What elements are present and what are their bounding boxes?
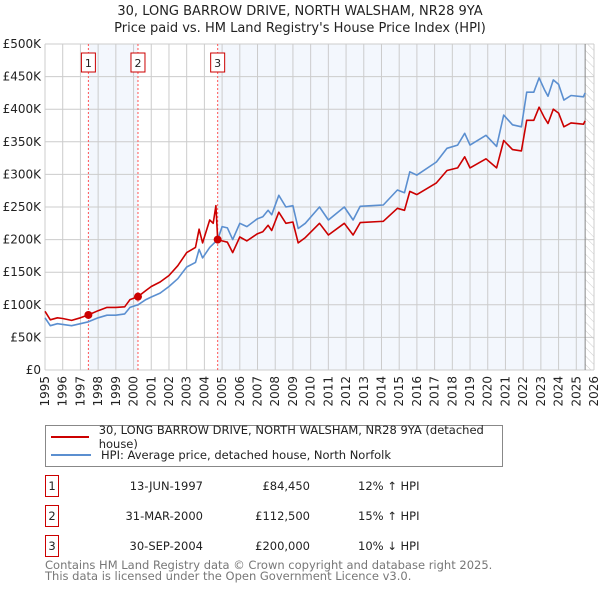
y-tick-label: £100K [3, 298, 43, 312]
x-tick-label: 1998 [91, 376, 105, 407]
x-tick-label: 2020 [481, 376, 495, 407]
footer-copyright: Contains HM Land Registry data © Crown c… [45, 558, 493, 572]
y-tick-label: £200K [3, 233, 43, 247]
x-tick-label: 2000 [127, 376, 141, 407]
y-tick-label: £150K [3, 265, 43, 279]
sale-hpi-diff: 15% ↑ HPI [358, 509, 420, 523]
x-tick-label: 1996 [56, 376, 70, 407]
sale-label-box [80, 52, 96, 73]
y-tick-label: £500K [3, 37, 43, 51]
sale-price: £200,000 [255, 539, 310, 553]
legend: 30, LONG BARROW DRIVE, NORTH WALSHAM, NR… [45, 423, 503, 467]
x-tick-label: 2012 [339, 376, 353, 407]
legend-item-hpi: HPI: Average price, detached house, Nort… [51, 447, 391, 463]
legend-label: 30, LONG BARROW DRIVE, NORTH WALSHAM, NR… [98, 423, 484, 451]
x-tick-label: 2018 [445, 376, 459, 407]
sale-hpi-diff: 10% ↓ HPI [358, 539, 420, 553]
sale-marker-badge: 2 [45, 505, 59, 527]
x-tick-label: 2014 [374, 376, 388, 407]
sale-label-box [130, 52, 146, 73]
x-tick-label: 2008 [268, 376, 282, 407]
y-tick-label: £350K [3, 135, 43, 149]
sale-marker-badge: 3 [45, 535, 59, 557]
sale-point [133, 292, 142, 301]
chart-title: 30, LONG BARROW DRIVE, NORTH WALSHAM, NR… [117, 4, 483, 19]
x-tick-label: 2023 [534, 376, 548, 407]
legend-item-property: 30, LONG BARROW DRIVE, NORTH WALSHAM, NR… [51, 423, 502, 451]
x-tick-label: 2017 [428, 376, 442, 407]
y-tick-label: £50K [10, 330, 42, 344]
x-tick-label: 1995 [38, 376, 52, 407]
sale-label-box [210, 52, 226, 73]
y-tick-label: £250K [3, 200, 43, 214]
x-tick-label: 2026 [587, 376, 600, 407]
x-tick-label: 2002 [162, 376, 176, 407]
x-tick-label: 2004 [197, 376, 211, 407]
x-tick-label: 2007 [251, 376, 265, 407]
x-tick-label: 2015 [392, 376, 406, 407]
y-tick-label: £400K [3, 102, 43, 116]
sale-point [84, 310, 93, 319]
x-tick-label: 2005 [215, 376, 229, 407]
x-tick-label: 2025 [569, 376, 583, 407]
y-tick-label: £0 [26, 363, 41, 377]
x-tick-label: 2009 [286, 376, 300, 407]
x-tick-label: 2024 [552, 376, 566, 407]
y-tick-label: £450K [3, 70, 43, 84]
legend-swatch-red [51, 436, 89, 438]
series-line [44, 77, 586, 327]
sale-label: 2 [134, 57, 141, 70]
y-tick-label: £300K [3, 167, 43, 181]
x-tick-label: 2021 [498, 376, 512, 407]
x-tick-label: 2010 [304, 376, 318, 407]
x-tick-label: 2016 [410, 376, 424, 407]
legend-swatch-blue [51, 454, 91, 456]
sale-label: 3 [214, 57, 221, 70]
chart-subtitle: Price paid vs. HM Land Registry's House … [114, 21, 486, 36]
plot-area: £0 £50K £100K £150K £200K £250K £300K £350K £400… [3, 37, 600, 407]
sale-price: £112,500 [255, 509, 310, 523]
x-tick-label: 2003 [180, 376, 194, 407]
x-tick-label: 2001 [144, 376, 158, 407]
x-tick-label: 2019 [463, 376, 477, 407]
legend-label: HPI: Average price, detached house, Nort… [101, 448, 392, 462]
x-tick-label: 2006 [233, 376, 247, 407]
x-tick-label: 2011 [321, 376, 335, 407]
sale-hpi-diff: 12% ↑ HPI [358, 479, 420, 493]
x-tick-label: 2013 [357, 376, 371, 407]
sale-marker-badge: 1 [45, 475, 59, 497]
footer-licence: This data is licensed under the Open Gov… [45, 569, 412, 583]
sale-date: 30-SEP-2004 [129, 539, 203, 553]
sale-date: 13-JUN-1997 [129, 479, 203, 493]
sale-point [213, 235, 222, 244]
sale-label: 1 [85, 57, 92, 70]
x-tick-label: 2022 [516, 376, 530, 407]
x-tick-label: 1999 [109, 376, 123, 407]
sale-price: £84,450 [262, 479, 310, 493]
sale-date: 31-MAR-2000 [125, 509, 203, 523]
x-tick-label: 1997 [73, 376, 87, 407]
